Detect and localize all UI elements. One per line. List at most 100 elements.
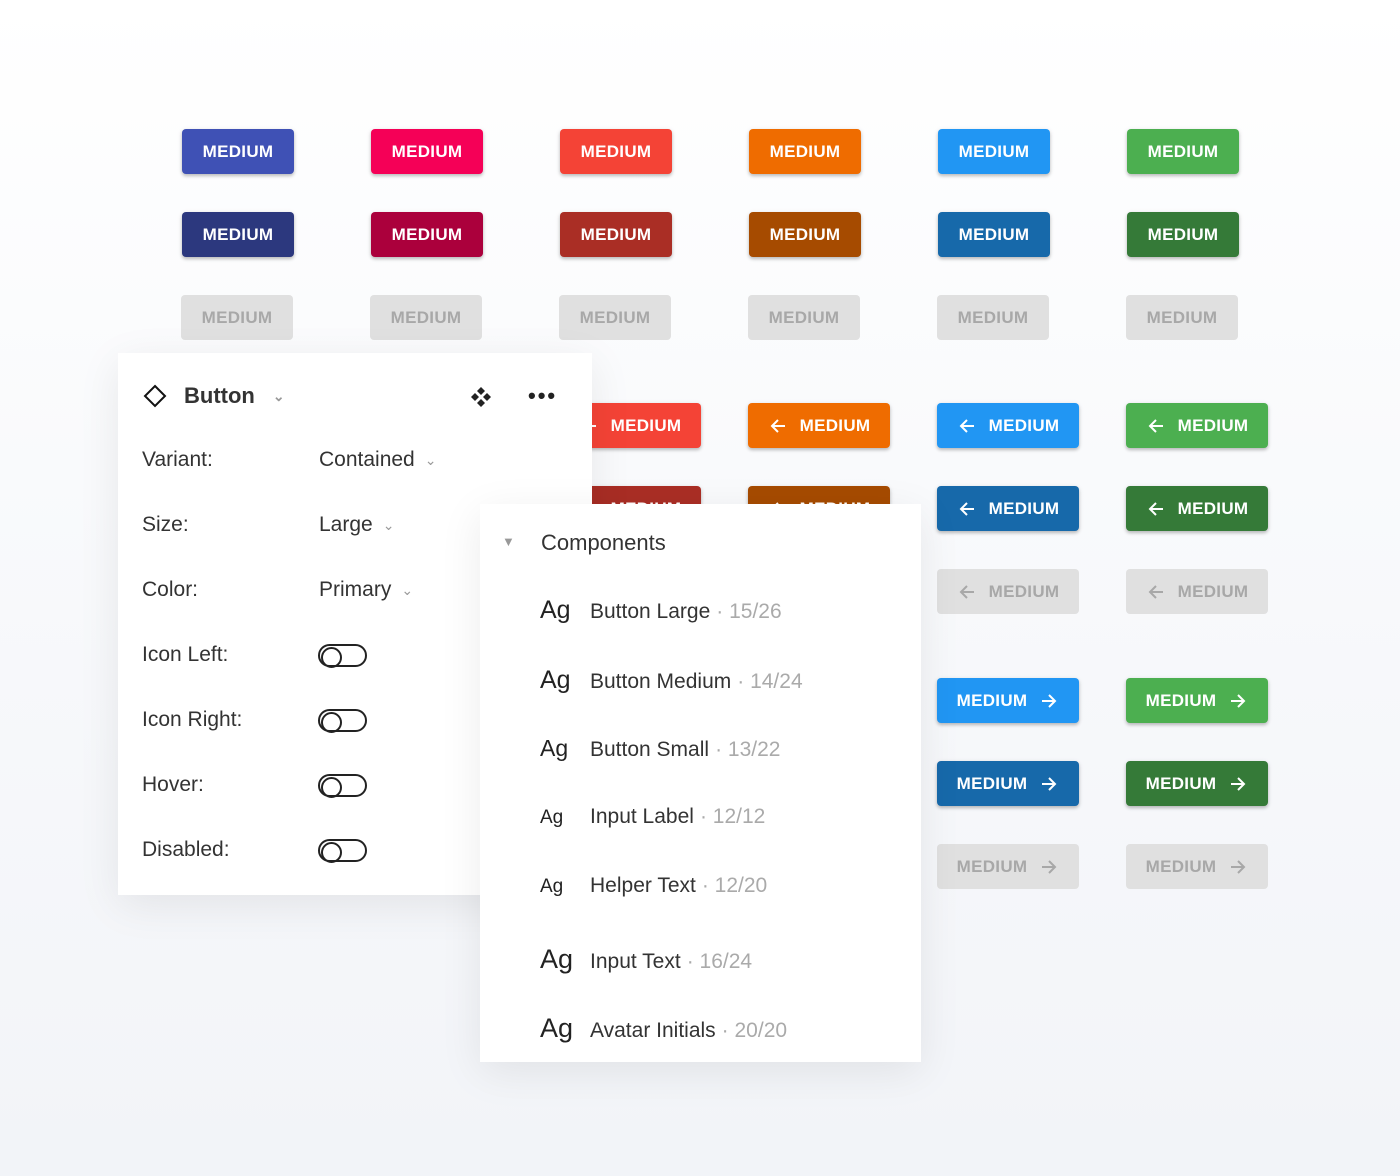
button-label: MEDIUM <box>988 581 1060 601</box>
disabled-medium-button[interactable]: MEDIUM <box>370 295 482 340</box>
button-label: MEDIUM <box>390 307 462 327</box>
field-label: Variant: <box>142 448 213 471</box>
arrow-right-icon <box>1231 859 1246 874</box>
text-style-spec: · 15/26 <box>716 600 782 623</box>
text-style-spec: · 12/12 <box>699 804 766 828</box>
medium-button[interactable]: MEDIUM <box>182 129 294 174</box>
components-icon[interactable] <box>469 385 493 409</box>
toggle-switch[interactable] <box>318 709 367 733</box>
button-label: MEDIUM <box>1146 307 1218 327</box>
text-style-icon: Ag <box>540 1013 574 1043</box>
button-label: MEDIUM <box>1177 581 1249 601</box>
component-header[interactable]: Button ⌄ <box>142 383 285 409</box>
field-label: Size: <box>142 513 189 536</box>
text-style-icon: Ag <box>540 943 574 974</box>
text-style-item[interactable]: Ag Input Label · 12/12 <box>540 805 765 829</box>
button-label: MEDIUM <box>956 690 1028 710</box>
button-label: MEDIUM <box>956 856 1028 876</box>
disabled-medium-button[interactable]: MEDIUM <box>1126 569 1268 614</box>
field-dropdown[interactable]: Contained ⌄ <box>319 448 436 472</box>
toggle-label: Icon Right: <box>142 708 243 731</box>
button-label: MEDIUM <box>391 141 463 161</box>
text-style-icon: Ag <box>540 665 571 694</box>
button-label: MEDIUM <box>580 224 652 244</box>
medium-button[interactable]: MEDIUM <box>937 403 1079 448</box>
medium-button[interactable]: MEDIUM <box>371 212 483 257</box>
components-panel: ▼ Components Ag Button Large · 15/26 Ag Butt… <box>480 504 921 1062</box>
component-diamond-icon <box>143 384 167 408</box>
disabled-medium-button[interactable]: MEDIUM <box>937 844 1079 889</box>
text-style-name: Helper Text <box>590 874 696 897</box>
toggle-switch[interactable] <box>318 644 367 668</box>
field-value: Primary <box>319 578 392 601</box>
text-style-item[interactable]: Ag Input Text · 16/24 <box>540 944 752 975</box>
button-label: MEDIUM <box>1145 690 1217 710</box>
text-style-spec: · 14/24 <box>737 669 803 693</box>
medium-button[interactable]: MEDIUM <box>748 403 890 448</box>
medium-button[interactable]: MEDIUM <box>1126 403 1268 448</box>
text-style-spec: · 20/20 <box>721 1019 788 1042</box>
disabled-medium-button[interactable]: MEDIUM <box>937 569 1079 614</box>
text-style-item[interactable]: Ag Button Medium · 14/24 <box>540 666 803 695</box>
text-style-icon: Ag <box>540 876 564 897</box>
more-options-icon[interactable]: ••• <box>528 383 558 408</box>
medium-button[interactable]: MEDIUM <box>937 761 1079 806</box>
disabled-medium-button[interactable]: MEDIUM <box>937 295 1049 340</box>
button-label: MEDIUM <box>579 307 651 327</box>
button-label: MEDIUM <box>958 141 1030 161</box>
text-style-item[interactable]: Ag Button Large · 15/26 <box>540 596 782 625</box>
text-style-name: Button Medium <box>590 669 732 693</box>
button-label: MEDIUM <box>1145 773 1217 793</box>
medium-button[interactable]: MEDIUM <box>560 129 672 174</box>
text-style-spec: · 12/20 <box>701 874 768 897</box>
arrow-left-icon <box>1148 418 1163 433</box>
text-style-item[interactable]: Ag Avatar Initials · 20/20 <box>540 1013 787 1044</box>
disabled-medium-button[interactable]: MEDIUM <box>1126 844 1268 889</box>
medium-button[interactable]: MEDIUM <box>938 129 1050 174</box>
medium-button[interactable]: MEDIUM <box>937 486 1079 531</box>
field-dropdown[interactable]: Large ⌄ <box>319 513 394 537</box>
medium-button[interactable]: MEDIUM <box>749 212 861 257</box>
medium-button[interactable]: MEDIUM <box>1126 678 1268 723</box>
medium-button[interactable]: MEDIUM <box>1126 486 1268 531</box>
medium-button[interactable]: MEDIUM <box>1126 761 1268 806</box>
field-dropdown[interactable]: Primary ⌄ <box>319 578 413 602</box>
toggle-label: Hover: <box>142 773 204 796</box>
medium-button[interactable]: MEDIUM <box>1127 129 1239 174</box>
text-style-icon: Ag <box>540 735 569 761</box>
medium-button[interactable]: MEDIUM <box>182 212 294 257</box>
disabled-medium-button[interactable]: MEDIUM <box>559 295 671 340</box>
toggle-label: Disabled: <box>142 838 230 861</box>
collapse-triangle-icon[interactable]: ▼ <box>502 534 515 549</box>
toggle-switch[interactable] <box>318 774 367 798</box>
medium-button[interactable]: MEDIUM <box>749 129 861 174</box>
arrow-left-icon <box>959 501 974 516</box>
button-label: MEDIUM <box>610 415 682 435</box>
button-label: MEDIUM <box>391 224 463 244</box>
disabled-medium-button[interactable]: MEDIUM <box>181 295 293 340</box>
arrow-left-icon <box>959 584 974 599</box>
button-label: MEDIUM <box>1177 498 1249 518</box>
arrow-right-icon <box>1231 693 1246 708</box>
medium-button[interactable]: MEDIUM <box>937 678 1079 723</box>
button-label: MEDIUM <box>202 224 274 244</box>
medium-button[interactable]: MEDIUM <box>938 212 1050 257</box>
text-style-item[interactable]: Ag Button Small · 13/22 <box>540 735 780 762</box>
button-label: MEDIUM <box>1147 141 1219 161</box>
text-style-name: Input Label <box>590 804 694 828</box>
component-title: Button <box>184 383 255 408</box>
text-style-item[interactable]: Ag Helper Text · 12/20 <box>540 874 767 898</box>
field-value: Large <box>319 513 373 536</box>
medium-button[interactable]: MEDIUM <box>560 212 672 257</box>
arrow-left-icon <box>1148 584 1163 599</box>
chevron-down-icon: ⌄ <box>401 581 414 598</box>
medium-button[interactable]: MEDIUM <box>1127 212 1239 257</box>
medium-button[interactable]: MEDIUM <box>371 129 483 174</box>
components-title: Components <box>541 530 666 555</box>
toggle-switch[interactable] <box>318 839 367 863</box>
button-label: MEDIUM <box>958 224 1030 244</box>
arrow-right-icon <box>1042 859 1057 874</box>
disabled-medium-button[interactable]: MEDIUM <box>1126 295 1238 340</box>
disabled-medium-button[interactable]: MEDIUM <box>748 295 860 340</box>
text-style-name: Avatar Initials <box>590 1019 716 1042</box>
